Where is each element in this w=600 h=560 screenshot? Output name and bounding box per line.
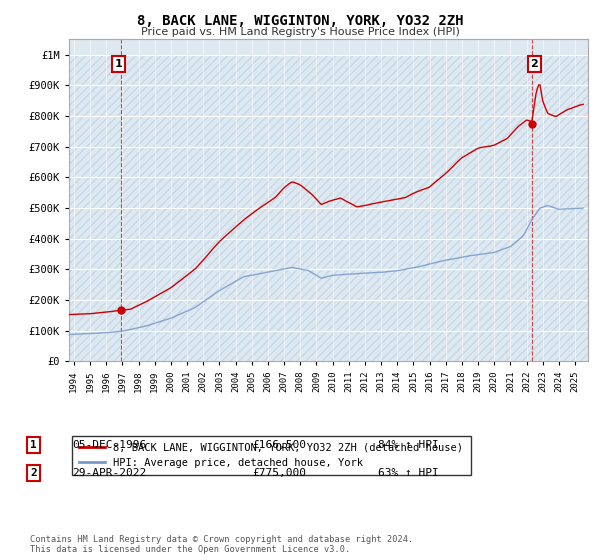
Text: Price paid vs. HM Land Registry's House Price Index (HPI): Price paid vs. HM Land Registry's House …: [140, 27, 460, 37]
Legend: 8, BACK LANE, WIGGINTON, YORK, YO32 2ZH (detached house), HPI: Average price, de: 8, BACK LANE, WIGGINTON, YORK, YO32 2ZH …: [71, 436, 470, 475]
Text: 1: 1: [115, 59, 122, 69]
Text: 05-DEC-1996: 05-DEC-1996: [72, 440, 146, 450]
Text: 2: 2: [30, 468, 37, 478]
Text: 84% ↑ HPI: 84% ↑ HPI: [378, 440, 439, 450]
Text: Contains HM Land Registry data © Crown copyright and database right 2024.
This d: Contains HM Land Registry data © Crown c…: [30, 535, 413, 554]
Text: 29-APR-2022: 29-APR-2022: [72, 468, 146, 478]
Text: £166,500: £166,500: [252, 440, 306, 450]
Text: 63% ↑ HPI: 63% ↑ HPI: [378, 468, 439, 478]
Text: 2: 2: [530, 59, 538, 69]
Text: 1: 1: [30, 440, 37, 450]
Text: 8, BACK LANE, WIGGINTON, YORK, YO32 2ZH: 8, BACK LANE, WIGGINTON, YORK, YO32 2ZH: [137, 14, 463, 28]
Text: £775,000: £775,000: [252, 468, 306, 478]
